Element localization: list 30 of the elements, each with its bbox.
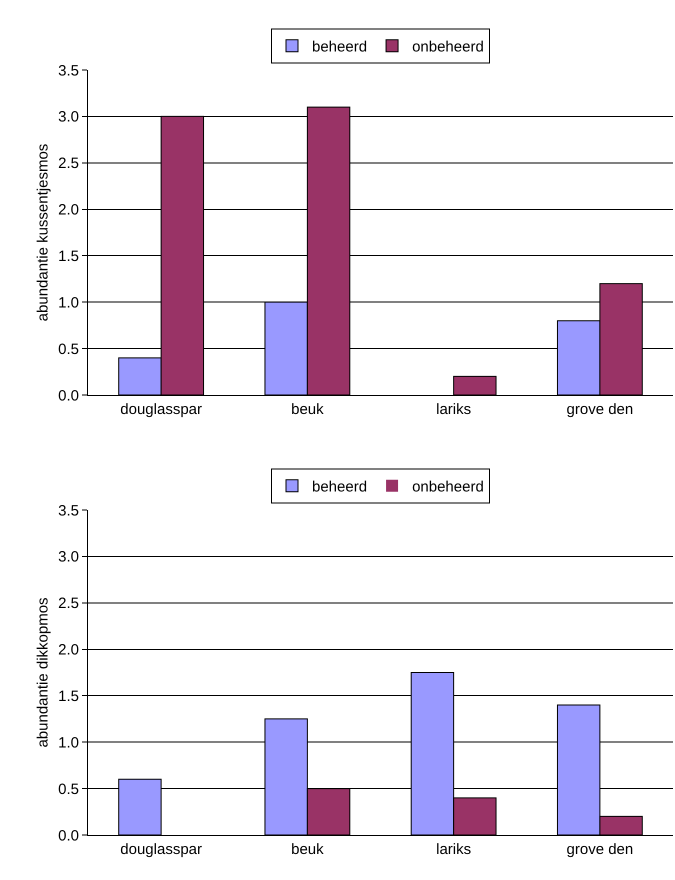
y-tick-label: 3.5 [58,62,79,80]
x-tick-label: grove den [566,401,634,418]
y-axis-title: abundantie kussentjesmos [34,144,52,322]
y-tick-label: 2.0 [58,202,79,219]
y-tick-label: 1.0 [58,294,79,312]
y-tick-label: 1.5 [58,688,79,705]
y-axis-title: abundantie dikkopmos [34,597,52,748]
y-tick-label: 2.0 [58,642,79,659]
y-tick-label: 0.0 [58,387,79,404]
y-tick-label: 3.0 [58,108,79,126]
y-tick-label: 2.5 [58,155,79,172]
x-tick-label: grove den [566,841,634,858]
x-tick-label: douglasspar [120,841,202,858]
x-tick-label: douglasspar [120,401,202,418]
legend-label: onbeheerd [412,478,484,496]
legend-label: beheerd [312,478,368,496]
y-tick-label: 1.0 [58,734,79,752]
x-tick-label: beuk [291,401,324,418]
y-tick-label: 0.0 [58,827,79,844]
y-tick-label: 3.5 [58,502,79,520]
legend-label: onbeheerd [412,38,484,56]
x-tick-label: lariks [436,841,472,858]
y-tick-label: 2.5 [58,595,79,612]
y-tick-label: 0.5 [58,340,79,358]
x-tick-label: lariks [436,401,472,418]
y-tick-label: 1.5 [58,248,79,265]
x-tick-label: beuk [291,841,324,858]
y-tick-label: 3.0 [58,548,79,566]
y-tick-label: 0.5 [58,780,79,798]
legend-label: beheerd [312,38,368,56]
